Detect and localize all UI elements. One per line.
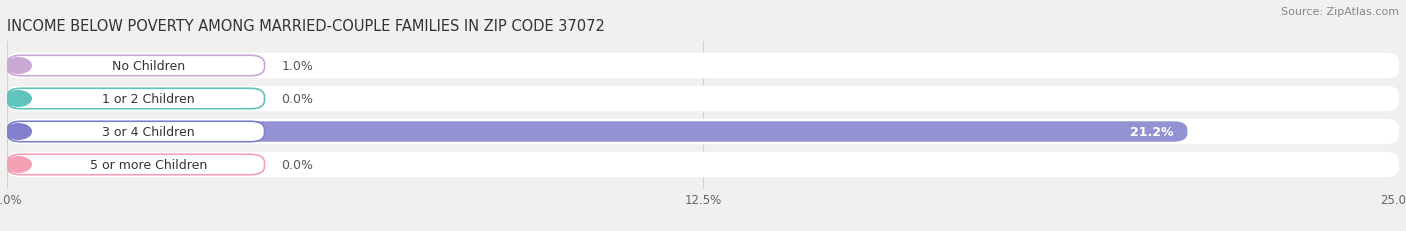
FancyBboxPatch shape [7, 122, 264, 142]
Text: 0.0%: 0.0% [281, 158, 314, 171]
FancyBboxPatch shape [7, 122, 1188, 142]
Text: 1 or 2 Children: 1 or 2 Children [103, 93, 195, 106]
Text: 0.0%: 0.0% [281, 93, 314, 106]
Text: 3 or 4 Children: 3 or 4 Children [103, 125, 195, 138]
Circle shape [6, 124, 31, 140]
Text: INCOME BELOW POVERTY AMONG MARRIED-COUPLE FAMILIES IN ZIP CODE 37072: INCOME BELOW POVERTY AMONG MARRIED-COUPL… [7, 18, 605, 33]
Text: No Children: No Children [112, 60, 186, 73]
FancyBboxPatch shape [7, 152, 1399, 177]
FancyBboxPatch shape [7, 56, 63, 76]
FancyBboxPatch shape [7, 56, 264, 76]
FancyBboxPatch shape [7, 155, 30, 175]
Text: 1.0%: 1.0% [281, 60, 314, 73]
FancyBboxPatch shape [7, 89, 30, 109]
FancyBboxPatch shape [7, 119, 1399, 145]
Circle shape [6, 58, 31, 74]
Text: 21.2%: 21.2% [1130, 125, 1174, 138]
Circle shape [6, 157, 31, 173]
FancyBboxPatch shape [7, 54, 1399, 79]
FancyBboxPatch shape [7, 86, 1399, 112]
Circle shape [6, 91, 31, 107]
Text: Source: ZipAtlas.com: Source: ZipAtlas.com [1281, 7, 1399, 17]
FancyBboxPatch shape [7, 155, 264, 175]
FancyBboxPatch shape [7, 89, 264, 109]
Text: 5 or more Children: 5 or more Children [90, 158, 207, 171]
